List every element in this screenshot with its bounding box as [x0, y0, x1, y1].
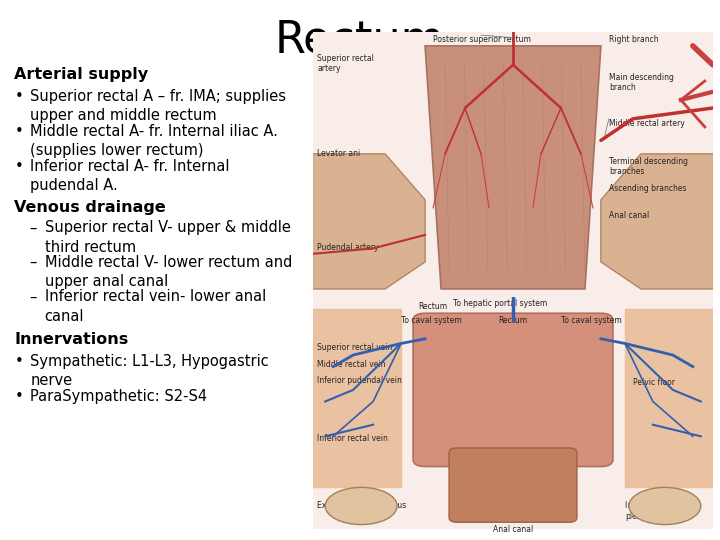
Polygon shape [313, 309, 401, 488]
Text: To caval system: To caval system [401, 315, 462, 325]
Text: Pudendal artery: Pudendal artery [318, 243, 379, 252]
Text: Middle rectal V- lower rectum and
upper anal canal: Middle rectal V- lower rectum and upper … [45, 255, 292, 289]
Text: Inferior rectal vein: Inferior rectal vein [318, 434, 388, 443]
FancyBboxPatch shape [313, 32, 713, 302]
Text: •: • [14, 89, 23, 104]
FancyBboxPatch shape [313, 297, 713, 529]
Text: Internal rectal
plexus: Internal rectal plexus [625, 501, 679, 521]
Text: Superior rectal V- upper & middle
third rectum: Superior rectal V- upper & middle third … [45, 220, 290, 254]
Polygon shape [425, 46, 601, 289]
Ellipse shape [629, 488, 701, 524]
Text: –: – [29, 289, 36, 305]
Text: Posterior superior rectum: Posterior superior rectum [433, 35, 531, 44]
Text: –: – [29, 255, 36, 270]
Text: Main descending
branch: Main descending branch [609, 73, 674, 92]
Text: Ascending branches: Ascending branches [609, 184, 686, 193]
Text: Terminal descending
branches: Terminal descending branches [609, 157, 688, 176]
Text: Levator ani: Levator ani [318, 148, 361, 158]
Text: Rectum: Rectum [275, 19, 445, 62]
Text: Middle rectal artery: Middle rectal artery [609, 119, 685, 128]
Text: To hepatic portal system: To hepatic portal system [453, 299, 547, 308]
Text: Right branch: Right branch [609, 35, 659, 44]
Text: –: – [29, 220, 36, 235]
Text: Middle rectal vein: Middle rectal vein [318, 360, 386, 369]
Text: Innervations: Innervations [14, 332, 129, 347]
Polygon shape [625, 309, 713, 488]
Text: Inferior pudendal vein: Inferior pudendal vein [318, 376, 402, 385]
Text: ParaSympathetic: S2-S4: ParaSympathetic: S2-S4 [30, 389, 207, 404]
Text: Rectum: Rectum [498, 315, 528, 325]
Text: Anal canal: Anal canal [609, 211, 649, 220]
Text: •: • [14, 124, 23, 139]
FancyBboxPatch shape [413, 313, 613, 467]
FancyBboxPatch shape [449, 448, 577, 522]
Text: •: • [14, 159, 23, 174]
Ellipse shape [325, 488, 397, 524]
Text: Superior rectal A – fr. IMA; supplies
upper and middle rectum: Superior rectal A – fr. IMA; supplies up… [30, 89, 287, 123]
Text: To caval system: To caval system [561, 315, 621, 325]
Text: Inferior rectal A- fr. Internal
pudendal A.: Inferior rectal A- fr. Internal pudendal… [30, 159, 230, 193]
Text: Venous drainage: Venous drainage [14, 200, 166, 215]
Text: Arterial supply: Arterial supply [14, 68, 148, 83]
Text: Anal canal: Anal canal [493, 524, 533, 534]
Polygon shape [313, 154, 425, 289]
Polygon shape [601, 154, 713, 289]
Text: Sympathetic: L1-L3, Hypogastric
nerve: Sympathetic: L1-L3, Hypogastric nerve [30, 354, 269, 388]
Text: External venous plexus: External venous plexus [318, 501, 407, 510]
Text: Superior rectal
artery: Superior rectal artery [318, 54, 374, 73]
Text: •: • [14, 389, 23, 404]
Text: Superior rectal vein: Superior rectal vein [318, 343, 392, 353]
Text: Inferior rectal vein- lower anal
canal: Inferior rectal vein- lower anal canal [45, 289, 266, 323]
Text: Middle rectal A- fr. Internal iliac A.
(supplies lower rectum): Middle rectal A- fr. Internal iliac A. (… [30, 124, 278, 158]
Text: Pelvic floor: Pelvic floor [633, 378, 675, 387]
Text: •: • [14, 354, 23, 369]
Text: Rectum: Rectum [418, 302, 448, 310]
